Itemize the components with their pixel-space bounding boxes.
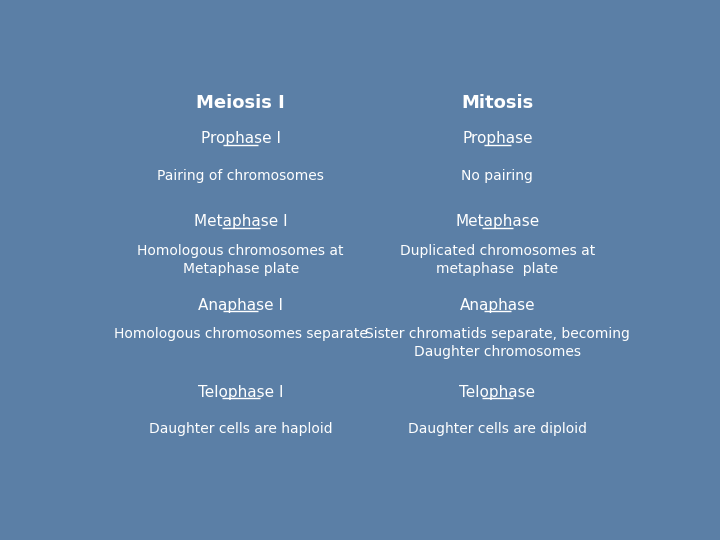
Text: Sister chromatids separate, becoming
Daughter chromosomes: Sister chromatids separate, becoming Dau…: [365, 327, 630, 359]
Text: Telophase I: Telophase I: [198, 385, 284, 400]
Text: Daughter cells are diploid: Daughter cells are diploid: [408, 422, 587, 436]
Text: Homologous chromosomes separate: Homologous chromosomes separate: [114, 327, 368, 341]
Text: Anaphase I: Anaphase I: [198, 298, 283, 313]
Text: Anaphase: Anaphase: [459, 298, 535, 313]
Text: Duplicated chromosomes at
metaphase  plate: Duplicated chromosomes at metaphase plat…: [400, 244, 595, 276]
Text: Metaphase I: Metaphase I: [194, 214, 287, 230]
Text: Metaphase: Metaphase: [455, 214, 539, 230]
Text: Homologous chromosomes at
Metaphase plate: Homologous chromosomes at Metaphase plat…: [138, 244, 344, 276]
Text: Daughter cells are haploid: Daughter cells are haploid: [149, 422, 333, 436]
Text: Mitosis: Mitosis: [462, 94, 534, 112]
Text: Prophase I: Prophase I: [201, 131, 281, 146]
Text: Meiosis I: Meiosis I: [197, 94, 285, 112]
Text: No pairing: No pairing: [462, 168, 534, 183]
Text: Telophase: Telophase: [459, 385, 536, 400]
Text: Prophase: Prophase: [462, 131, 533, 146]
Text: Pairing of chromosomes: Pairing of chromosomes: [157, 168, 324, 183]
